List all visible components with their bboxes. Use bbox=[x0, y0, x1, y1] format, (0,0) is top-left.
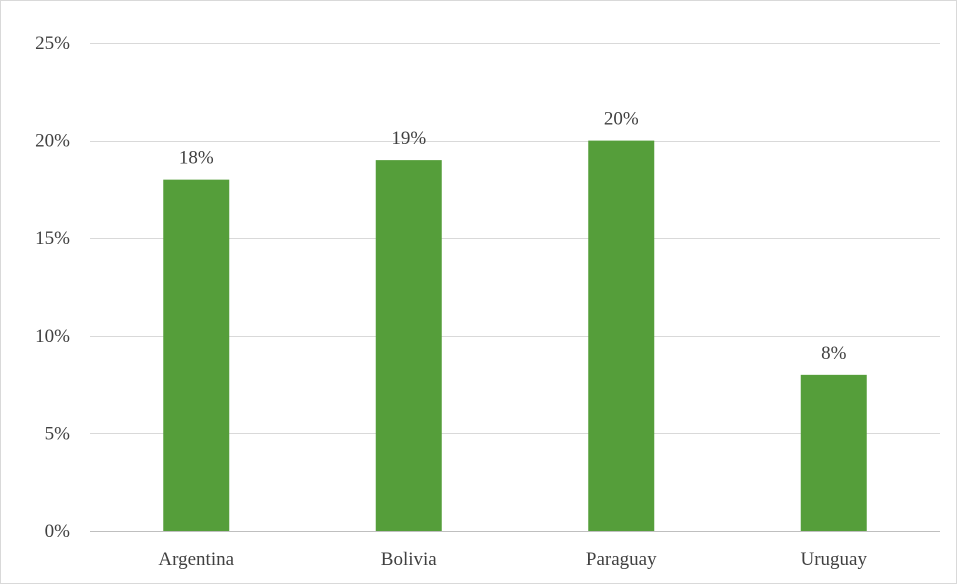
x-axis-categories: Argentina Bolivia Paraguay Uruguay bbox=[158, 549, 867, 570]
data-label: 18% bbox=[179, 148, 214, 169]
bar-argentina bbox=[163, 179, 230, 531]
y-tick-label: 25% bbox=[35, 33, 70, 54]
y-tick-label: 15% bbox=[35, 228, 70, 249]
bar-bolivia bbox=[375, 160, 442, 531]
data-label: 20% bbox=[604, 109, 639, 130]
bar-uruguay bbox=[800, 374, 867, 531]
y-tick-label: 5% bbox=[45, 423, 71, 444]
x-category-label: Bolivia bbox=[381, 549, 438, 570]
bar-paraguay bbox=[588, 140, 655, 531]
x-category-label: Paraguay bbox=[586, 549, 657, 570]
y-axis-ticks: 0% 5% 10% 15% 20% 25% bbox=[35, 33, 70, 542]
data-labels: 18% 19% 20% 8% bbox=[179, 109, 847, 364]
x-category-label: Argentina bbox=[158, 549, 234, 570]
data-label: 19% bbox=[391, 128, 426, 149]
y-tick-label: 20% bbox=[35, 131, 70, 152]
y-tick-label: 10% bbox=[35, 326, 70, 347]
bars bbox=[163, 140, 867, 531]
data-label: 8% bbox=[821, 343, 847, 364]
x-category-label: Uruguay bbox=[801, 549, 868, 570]
gridlines bbox=[90, 43, 940, 532]
y-tick-label: 0% bbox=[45, 521, 71, 542]
